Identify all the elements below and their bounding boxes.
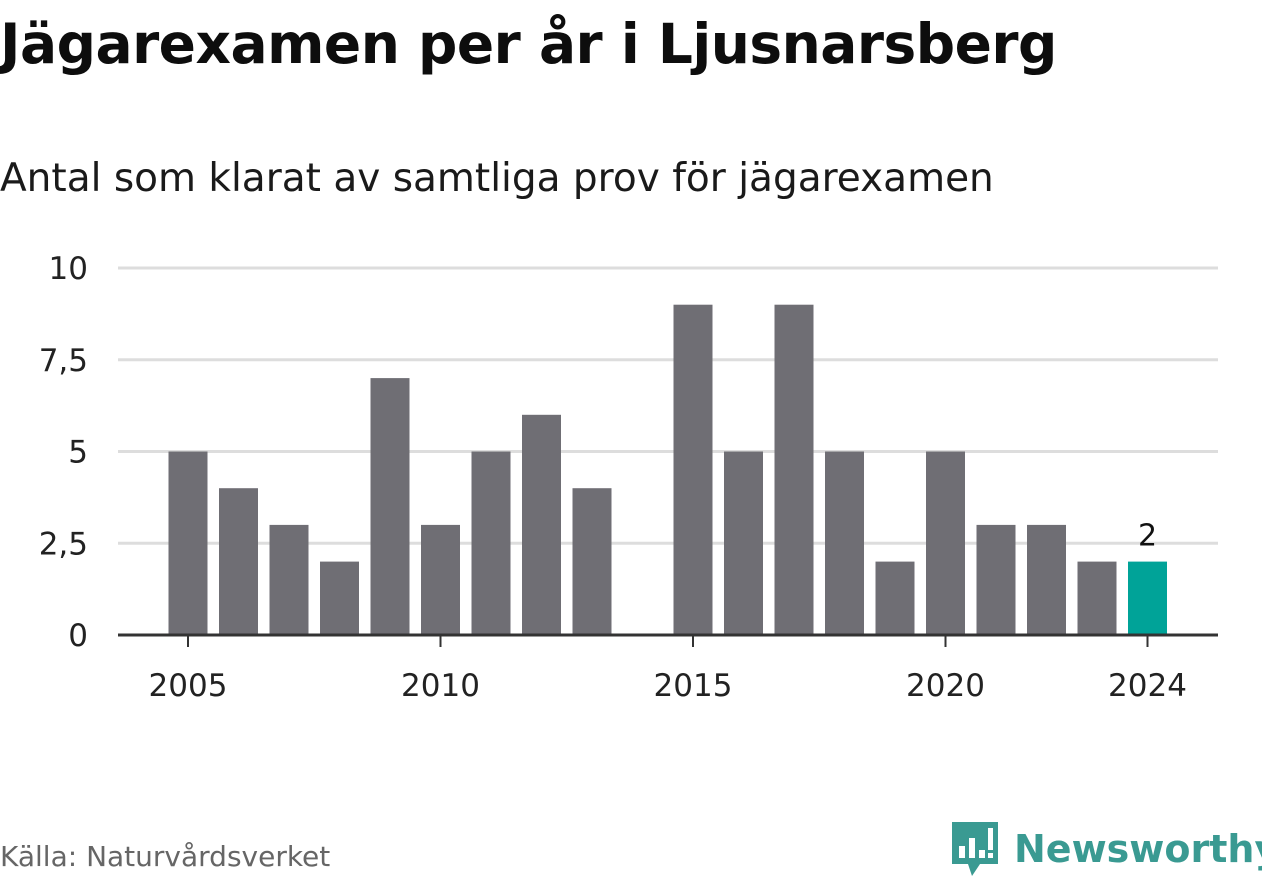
bar-2011 [471,451,511,635]
bar-2006 [219,488,258,635]
bar-2021 [976,524,1016,635]
x-tick-label: 2024 [1108,668,1187,704]
newsworthy-logo-icon [952,822,998,876]
bar-2020 [926,451,965,635]
x-tick-label: 2005 [149,668,228,704]
x-tick-label: 2015 [654,668,733,704]
y-tick-label: 10 [49,251,88,287]
x-tick-label: 2010 [401,668,480,704]
bar-2010 [421,524,460,635]
bar-2015 [673,304,713,635]
bar-2018 [825,451,864,635]
y-tick-label: 7,5 [39,343,88,379]
bar-2013 [572,488,612,635]
bars [168,304,1167,635]
x-tick-label: 2020 [906,668,985,704]
data-label-2024: 2 [1138,519,1157,554]
bar-2017 [774,304,814,635]
x-axis-ticks: 2005 2010 2015 2020 2024 [149,635,1187,704]
bar-2024 [1128,561,1167,635]
y-tick-label: 5 [68,435,88,471]
bar-2005 [168,451,208,635]
y-tick-label: 2,5 [39,526,88,562]
bar-2008 [320,561,359,635]
source-note: Källa: Naturvårdsverket [0,840,331,873]
bar-2022 [1027,524,1066,635]
brand-name: Newsworthy [1014,827,1262,871]
gridlines [118,266,1218,545]
y-axis-ticks: 0 2,5 5 7,5 10 [39,251,88,654]
y-tick-label: 0 [68,618,88,654]
bar-2012 [522,414,561,635]
bar-2007 [269,524,309,635]
bar-2019 [875,561,915,635]
bar-2016 [724,451,763,635]
data-labels: 2 [1138,519,1157,554]
bar-2023 [1077,561,1117,635]
brand-logo: Newsworthy [950,820,1262,878]
bar-2009 [370,378,410,635]
chart-subtitle: Antal som klarat av samtliga prov för jä… [0,156,994,201]
chart-title: Jägarexamen per år i Ljusnarsberg [0,12,1057,76]
